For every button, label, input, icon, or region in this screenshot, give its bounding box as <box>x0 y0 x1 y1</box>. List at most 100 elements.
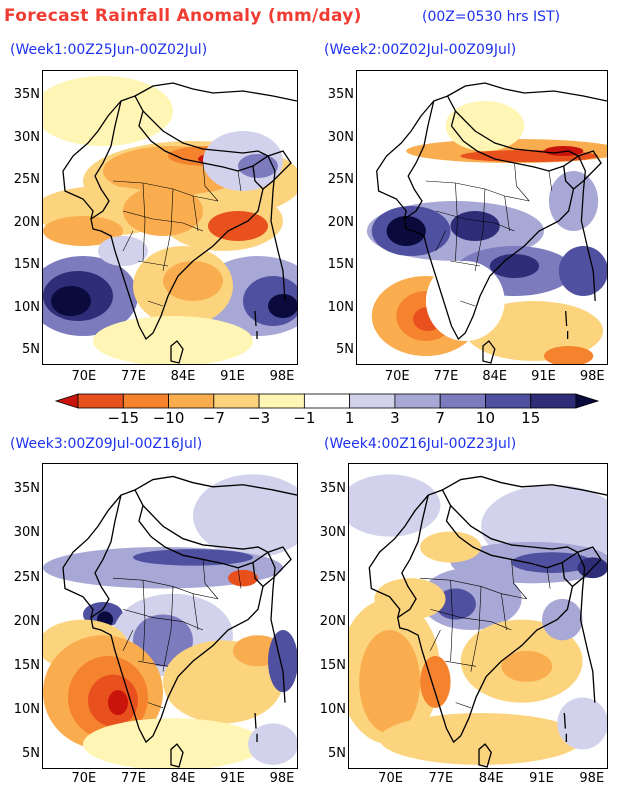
map-panel-week2 <box>356 70 608 365</box>
country-border <box>170 340 184 364</box>
country-border <box>254 712 258 743</box>
anomaly-region <box>386 216 426 246</box>
country-border <box>254 310 258 339</box>
lat-label: 25N <box>319 569 346 585</box>
state-border <box>455 702 471 709</box>
lat-label: 30N <box>327 129 354 145</box>
country-border <box>376 100 435 220</box>
lat-label: 25N <box>13 569 40 585</box>
country-border <box>134 475 297 496</box>
state-border <box>455 182 458 262</box>
lat-label: 15N <box>327 257 354 273</box>
lon-label: 77E <box>433 369 459 384</box>
anomaly-region <box>359 630 421 734</box>
colorbar-label: −1 <box>293 409 316 427</box>
country-border <box>447 82 607 102</box>
anomaly-region <box>450 211 500 241</box>
anomaly-region <box>93 316 253 364</box>
colorbar-label: −3 <box>248 409 271 427</box>
colorbar-segment <box>168 393 215 409</box>
anomaly-region <box>123 186 203 236</box>
time-note: (00Z=0530 hrs IST) <box>422 9 561 25</box>
state-border <box>546 567 551 589</box>
lat-label: 20N <box>327 214 354 230</box>
colorbar-label: 10 <box>475 409 495 427</box>
panel-title-week4: (Week4:00Z16Jul-00Z23Jul) <box>324 436 517 452</box>
map-panel-week4 <box>348 463 608 769</box>
lat-label: 15N <box>319 657 346 673</box>
country-border <box>563 155 596 302</box>
state-border <box>192 593 199 631</box>
anomaly-region <box>425 261 505 341</box>
lat-label: 25N <box>13 172 40 188</box>
country-border <box>478 743 492 768</box>
country-border <box>561 551 596 703</box>
country-border <box>403 95 602 341</box>
lat-label: 20N <box>13 613 40 629</box>
state-border <box>435 230 446 252</box>
colorbar-max-arrow <box>575 393 600 409</box>
lon-label: 98E <box>579 771 605 786</box>
lat-label: 20N <box>13 214 40 230</box>
lat-label: 5N <box>22 745 40 761</box>
lon-label: 70E <box>384 369 410 384</box>
anomaly-region <box>108 690 128 716</box>
lon-label: 70E <box>71 771 97 786</box>
anomaly-region <box>558 246 607 296</box>
colorbar-label: 15 <box>521 409 541 427</box>
state-border <box>430 608 512 631</box>
country-border <box>450 505 578 553</box>
lon-label: 98E <box>579 369 605 384</box>
panel-title-week1: (Week1:00Z25Jun-00Z02Jul) <box>10 42 208 58</box>
lat-label: 25N <box>327 172 354 188</box>
country-border <box>397 489 602 744</box>
anomaly-region <box>420 531 482 563</box>
colorbar-segment <box>394 393 441 409</box>
state-border <box>429 629 441 651</box>
state-border <box>137 660 169 667</box>
lon-label: 70E <box>71 369 97 384</box>
lon-label: 77E <box>121 771 146 786</box>
lon-label: 77E <box>428 771 454 786</box>
anomaly-region <box>238 154 278 178</box>
lat-label: 35N <box>327 87 354 103</box>
country-border <box>482 340 496 364</box>
panel-title-week3: (Week3:00Z09Jul-00Z16Jul) <box>10 436 203 452</box>
lon-label: 84E <box>170 771 196 786</box>
anomaly-region <box>133 614 193 667</box>
colorbar-label: 1 <box>344 409 355 427</box>
state-border <box>460 300 476 307</box>
country-border <box>142 110 269 157</box>
lat-label: 35N <box>13 87 40 103</box>
map-week4 <box>349 464 607 768</box>
state-border <box>504 195 510 232</box>
lon-label: 91E <box>220 369 245 384</box>
state-border <box>450 580 453 662</box>
map-week2 <box>357 71 607 364</box>
state-border <box>162 586 174 672</box>
state-border <box>237 567 242 589</box>
map-week3 <box>43 464 297 768</box>
anomaly-region <box>228 569 258 587</box>
lon-label: 98E <box>269 369 295 384</box>
lat-label: 30N <box>13 129 40 145</box>
state-border <box>470 586 482 672</box>
lat-label: 15N <box>13 257 40 273</box>
colorbar-segment <box>530 393 577 409</box>
lat-label: 30N <box>13 525 40 541</box>
lat-label: 10N <box>13 299 40 315</box>
state-border <box>122 210 204 232</box>
anomaly-region <box>268 294 297 318</box>
country-border <box>134 82 297 102</box>
anomaly-region <box>420 655 451 708</box>
lat-label: 5N <box>336 342 354 358</box>
country-border <box>62 494 122 618</box>
colorbar-segment <box>122 393 169 409</box>
country-border <box>565 310 569 339</box>
country-border <box>252 155 286 302</box>
state-border <box>147 300 164 307</box>
lon-label: 84E <box>478 771 504 786</box>
colorbar-segment <box>485 393 532 409</box>
lat-label: 10N <box>13 701 40 717</box>
anomaly-region <box>163 261 223 301</box>
